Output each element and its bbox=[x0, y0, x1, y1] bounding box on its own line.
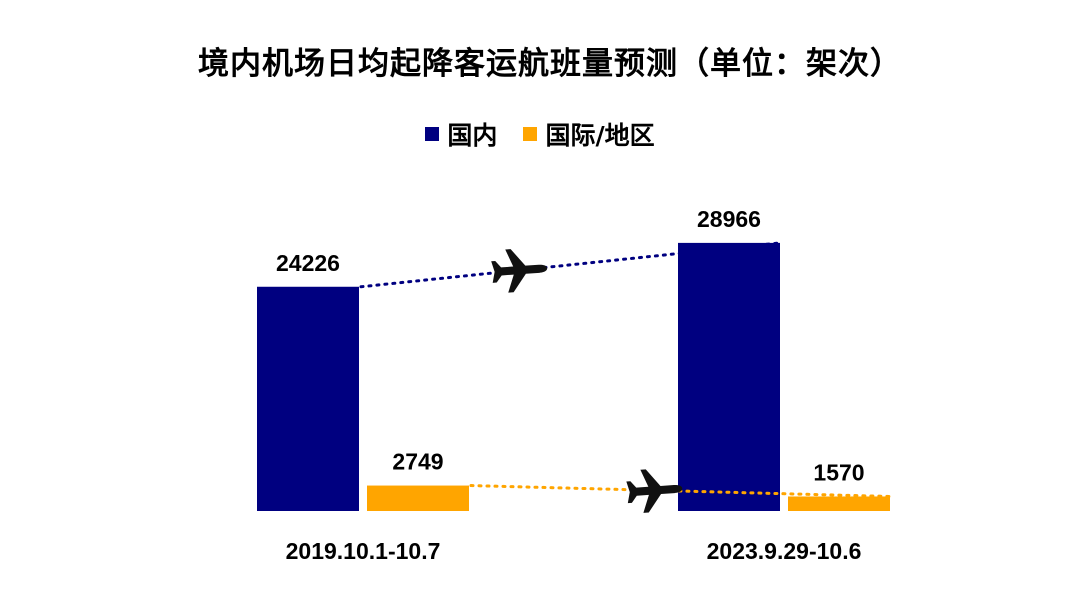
data-label-international-0: 2749 bbox=[392, 449, 443, 475]
legend-label-international: 国际/地区 bbox=[545, 121, 655, 150]
legend-item-international: 国际/地区 bbox=[523, 116, 655, 152]
category-label-0: 2019.10.1-10.7 bbox=[286, 538, 441, 564]
bar-domestic-0 bbox=[257, 286, 359, 511]
legend: 国内 国际/地区 bbox=[0, 116, 1080, 152]
data-label-domestic-0: 24226 bbox=[276, 250, 340, 276]
trend-line-domestic bbox=[359, 241, 782, 289]
legend-swatch-domestic bbox=[425, 127, 440, 141]
airplane-icon bbox=[626, 469, 683, 513]
legend-label-domestic: 国内 bbox=[447, 121, 498, 150]
bar-international-1 bbox=[788, 496, 890, 511]
bar-international-0 bbox=[367, 485, 469, 511]
chart-title: 境内机场日均起降客运航班量预测（单位：架次） bbox=[198, 46, 902, 82]
category-label-1: 2023.9.29-10.6 bbox=[707, 538, 862, 564]
legend-swatch-international bbox=[523, 127, 538, 141]
data-label-international-1: 1570 bbox=[813, 459, 864, 485]
legend-item-domestic: 国内 bbox=[425, 116, 497, 152]
bar-domestic-1 bbox=[678, 242, 780, 512]
airplane-icon bbox=[491, 249, 548, 293]
data-label-domestic-1: 28966 bbox=[697, 206, 761, 232]
